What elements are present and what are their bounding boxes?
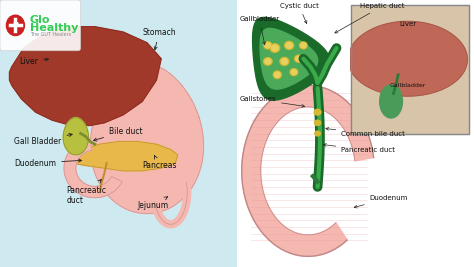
Ellipse shape — [315, 120, 321, 125]
Polygon shape — [66, 142, 178, 171]
Circle shape — [7, 15, 25, 36]
FancyBboxPatch shape — [351, 5, 469, 134]
Polygon shape — [260, 28, 318, 89]
Polygon shape — [91, 64, 203, 214]
Text: Gallbladder: Gallbladder — [390, 83, 426, 88]
Text: Pancreatic
duct: Pancreatic duct — [66, 180, 106, 205]
Polygon shape — [253, 17, 329, 100]
Text: Jejunum: Jejunum — [137, 197, 169, 210]
Ellipse shape — [314, 109, 321, 115]
Ellipse shape — [274, 72, 280, 77]
Ellipse shape — [286, 42, 292, 48]
Polygon shape — [63, 117, 89, 155]
Ellipse shape — [315, 131, 320, 136]
Ellipse shape — [270, 44, 280, 52]
Ellipse shape — [290, 69, 298, 76]
Text: Gallbladder: Gallbladder — [239, 16, 280, 45]
Polygon shape — [9, 27, 161, 125]
Ellipse shape — [264, 42, 272, 49]
Ellipse shape — [273, 71, 282, 78]
FancyBboxPatch shape — [0, 0, 81, 51]
Text: Common bile duct: Common bile duct — [326, 128, 405, 137]
Text: Duodenum: Duodenum — [14, 159, 82, 167]
Ellipse shape — [301, 43, 306, 48]
Text: Stomach: Stomach — [142, 28, 176, 50]
Text: Hepatic duct: Hepatic duct — [335, 3, 405, 33]
Polygon shape — [351, 21, 467, 96]
Text: Healthy: Healthy — [29, 23, 78, 33]
Ellipse shape — [294, 55, 302, 62]
Text: Cystic duct: Cystic duct — [280, 3, 319, 23]
Ellipse shape — [264, 58, 272, 65]
Polygon shape — [242, 85, 374, 256]
Ellipse shape — [291, 70, 297, 74]
Polygon shape — [380, 85, 402, 118]
Ellipse shape — [281, 58, 288, 64]
Text: Duodenum: Duodenum — [354, 195, 408, 208]
Ellipse shape — [280, 57, 289, 65]
Text: Liver: Liver — [399, 21, 416, 27]
Text: Bile duct: Bile duct — [94, 127, 143, 141]
Ellipse shape — [300, 42, 307, 49]
Text: The GUT Healers: The GUT Healers — [29, 32, 71, 37]
Ellipse shape — [265, 43, 271, 48]
Text: Gallstones: Gallstones — [239, 96, 305, 107]
Ellipse shape — [296, 56, 301, 61]
Text: ♥: ♥ — [12, 22, 18, 28]
Text: Glo: Glo — [29, 15, 50, 25]
Text: Gall Bladder: Gall Bladder — [14, 134, 72, 146]
Text: Pancreatic duct: Pancreatic duct — [323, 144, 395, 153]
Bar — [351, 5, 469, 134]
Ellipse shape — [272, 45, 278, 51]
Text: Pancreas: Pancreas — [142, 156, 177, 170]
Ellipse shape — [284, 41, 293, 49]
Ellipse shape — [265, 59, 271, 64]
Text: Liver: Liver — [19, 57, 48, 66]
Polygon shape — [64, 139, 122, 198]
